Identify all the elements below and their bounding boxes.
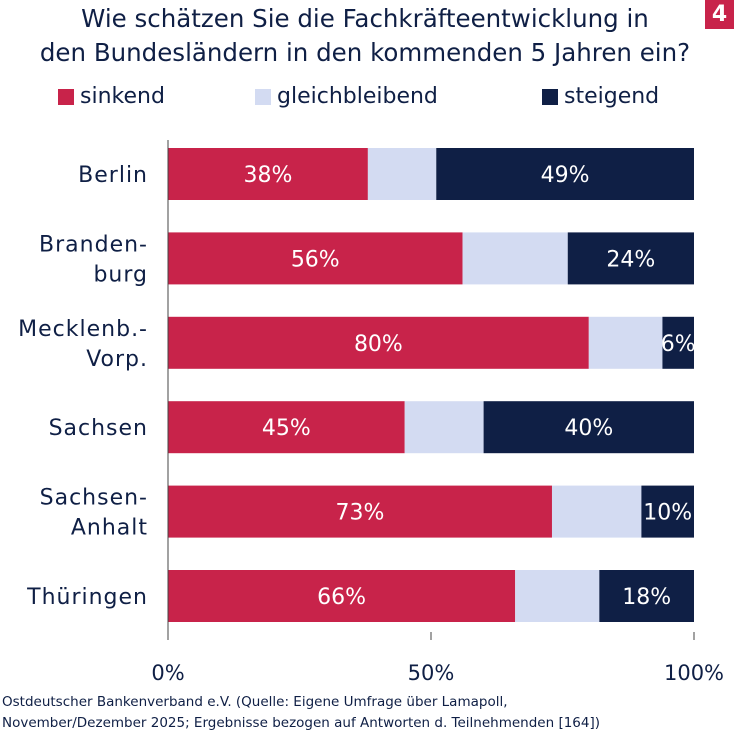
- data-label: 56%: [291, 247, 340, 272]
- legend-label: steigend: [564, 84, 660, 109]
- bar-gleichbleibend: [515, 570, 600, 622]
- title-line-2: den Bundesländern in den kommenden 5 Jah…: [39, 38, 691, 67]
- data-label: 80%: [354, 332, 403, 357]
- bar-gleichbleibend: [462, 232, 568, 285]
- bar-gleichbleibend: [404, 401, 484, 454]
- bar-sinkend: [168, 232, 463, 285]
- data-label: 73%: [336, 501, 385, 526]
- bar-gleichbleibend: [367, 148, 437, 200]
- category-label: Thüringen: [26, 585, 148, 610]
- bar-sinkend: [168, 401, 405, 454]
- source-line-1: Ostdeutscher Bankenverband e.V. (Quelle:…: [2, 694, 508, 710]
- bar-gleichbleibend: [588, 316, 663, 369]
- category-label: Sachsen-: [40, 486, 148, 511]
- category-label: Berlin: [78, 163, 148, 188]
- legend-swatch: [542, 88, 558, 105]
- category-label: burg: [93, 262, 148, 287]
- bar-steigend: [599, 570, 694, 622]
- bar-steigend: [483, 401, 694, 454]
- legend-swatch: [255, 88, 271, 105]
- x-tick-label: 0%: [151, 661, 184, 685]
- x-tick-label: 50%: [408, 661, 455, 685]
- data-label: 66%: [317, 585, 366, 610]
- bar-steigend: [436, 148, 694, 200]
- bar-gleichbleibend: [551, 485, 642, 538]
- page-number-badge: 4: [705, 0, 734, 29]
- bar-sinkend: [168, 148, 368, 200]
- legend: sinkend gleichbleibend steigend: [0, 84, 734, 114]
- legend-swatch: [58, 88, 74, 105]
- data-label: 38%: [243, 163, 292, 188]
- data-label: 24%: [606, 247, 655, 272]
- legend-item-steigend: steigend: [542, 84, 659, 109]
- category-label: Anhalt: [71, 516, 148, 541]
- bar-sinkend: [168, 316, 589, 369]
- bar-sinkend: [168, 570, 516, 622]
- bar-steigend: [641, 485, 694, 538]
- category-label: Vorp.: [86, 347, 148, 372]
- legend-item-gleichbleibend: gleichbleibend: [255, 84, 438, 109]
- chart-title: Wie schätzen Sie die Fachkräfteentwicklu…: [0, 2, 730, 70]
- data-label: 6%: [661, 332, 696, 357]
- source-note: Ostdeutscher Bankenverband e.V. (Quelle:…: [2, 692, 600, 734]
- legend-label: gleichbleibend: [277, 84, 438, 109]
- bar-steigend: [662, 316, 694, 369]
- title-line-1: Wie schätzen Sie die Fachkräfteentwicklu…: [81, 4, 649, 33]
- category-label: Sachsen: [49, 416, 148, 441]
- data-label: 18%: [622, 585, 671, 610]
- bar-sinkend: [168, 485, 552, 538]
- bar-steigend: [567, 232, 694, 285]
- data-label: 10%: [643, 501, 692, 526]
- data-label: 40%: [564, 416, 613, 441]
- source-line-2: November/Dezember 2025; Ergebnisse bezog…: [2, 715, 601, 731]
- category-label: Branden-: [39, 232, 148, 257]
- data-label: 45%: [262, 416, 311, 441]
- category-label: Mecklenb.-: [18, 317, 148, 342]
- data-label: 49%: [541, 163, 590, 188]
- legend-item-sinkend: sinkend: [58, 84, 165, 109]
- x-tick-label: 100%: [664, 661, 724, 685]
- legend-label: sinkend: [80, 84, 165, 109]
